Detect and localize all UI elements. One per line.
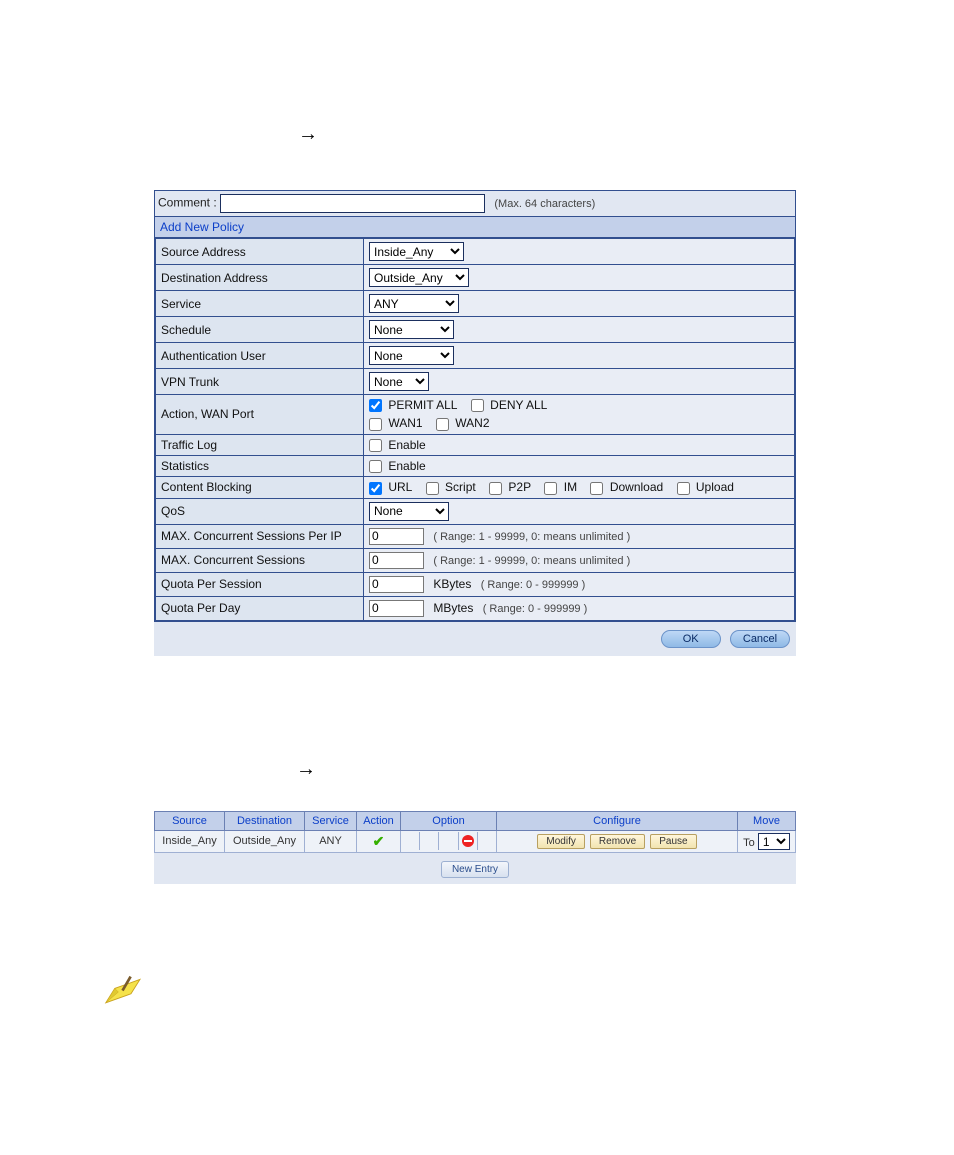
statistics-enable[interactable]: Enable — [369, 459, 426, 473]
cb-upload[interactable]: Upload — [677, 480, 734, 494]
opt-2 — [420, 832, 439, 850]
qos-select[interactable]: None — [369, 502, 449, 521]
wan2-checkbox[interactable]: WAN2 — [436, 416, 490, 430]
opt-4 — [459, 832, 478, 850]
cell-destination: Outside_Any — [225, 830, 305, 852]
comment-label: Comment : — [158, 196, 217, 210]
cb-im[interactable]: IM — [544, 480, 577, 494]
schedule-select[interactable]: None — [369, 320, 454, 339]
cell-option — [401, 830, 497, 852]
new-entry-button[interactable]: New Entry — [441, 861, 509, 878]
col-option: Option — [401, 811, 497, 830]
traffic-log-label: Traffic Log — [156, 434, 364, 455]
cell-source: Inside_Any — [155, 830, 225, 852]
cell-move: To 1 — [738, 830, 796, 852]
quota-session-hint: ( Range: 0 - 999999 ) — [481, 579, 586, 591]
comment-hint: (Max. 64 characters) — [494, 198, 595, 210]
max-sess-label: MAX. Concurrent Sessions — [156, 548, 364, 572]
service-select[interactable]: ANY — [369, 294, 459, 313]
cb-download[interactable]: Download — [590, 480, 663, 494]
auth-user-select[interactable]: None — [369, 346, 454, 365]
max-sess-hint: ( Range: 1 - 99999, 0: means unlimited ) — [433, 555, 630, 567]
traffic-log-enable[interactable]: Enable — [369, 438, 426, 452]
opt-1 — [401, 832, 420, 850]
panel-header: Add New Policy — [155, 216, 795, 238]
permit-icon: ✔ — [373, 833, 385, 849]
schedule-label: Schedule — [156, 317, 364, 343]
statistics-label: Statistics — [156, 455, 364, 476]
source-address-select[interactable]: Inside_Any — [369, 242, 464, 261]
qos-label: QoS — [156, 498, 364, 524]
cb-script[interactable]: Script — [426, 480, 476, 494]
modify-button[interactable]: Modify — [537, 834, 584, 849]
col-action: Action — [357, 811, 401, 830]
destination-address-label: Destination Address — [156, 265, 364, 291]
source-address-label: Source Address — [156, 239, 364, 265]
remove-button[interactable]: Remove — [590, 834, 645, 849]
vpn-trunk-label: VPN Trunk — [156, 369, 364, 395]
arrow-icon: → — [296, 758, 316, 781]
deny-all-checkbox[interactable]: DENY ALL — [471, 398, 548, 412]
comment-input[interactable] — [220, 194, 485, 213]
wan1-checkbox[interactable]: WAN1 — [369, 416, 423, 430]
col-move: Move — [738, 811, 796, 830]
cell-configure: Modify Remove Pause — [497, 830, 738, 852]
cancel-button[interactable]: Cancel — [730, 630, 790, 648]
table-row: Inside_Any Outside_Any ANY ✔ Modify Remo… — [155, 830, 796, 852]
pause-button[interactable]: Pause — [650, 834, 696, 849]
ok-button[interactable]: OK — [661, 630, 721, 648]
service-label: Service — [156, 291, 364, 317]
cb-p2p[interactable]: P2P — [489, 480, 531, 494]
arrow-icon: → — [298, 123, 318, 146]
quota-day-label: Quota Per Day — [156, 596, 364, 620]
permit-all-checkbox[interactable]: PERMIT ALL — [369, 398, 457, 412]
cell-service: ANY — [305, 830, 357, 852]
quota-session-input[interactable] — [369, 576, 424, 593]
opt-3 — [439, 832, 458, 850]
col-configure: Configure — [497, 811, 738, 830]
quota-day-input[interactable] — [369, 600, 424, 617]
cell-action: ✔ — [357, 830, 401, 852]
auth-user-label: Authentication User — [156, 343, 364, 369]
quota-day-hint: ( Range: 0 - 999999 ) — [483, 603, 588, 615]
add-policy-panel: Comment : (Max. 64 characters) Add New P… — [154, 190, 796, 622]
quota-session-label: Quota Per Session — [156, 572, 364, 596]
policy-grid: Source Destination Service Action Option… — [154, 811, 796, 884]
move-prefix: To — [743, 837, 755, 849]
max-sess-input[interactable] — [369, 552, 424, 569]
col-source: Source — [155, 811, 225, 830]
content-blocking-label: Content Blocking — [156, 477, 364, 498]
vpn-trunk-select[interactable]: None — [369, 372, 429, 391]
max-sess-ip-label: MAX. Concurrent Sessions Per IP — [156, 524, 364, 548]
col-destination: Destination — [225, 811, 305, 830]
quota-day-unit: MBytes — [433, 601, 473, 615]
max-sess-ip-input[interactable] — [369, 528, 424, 545]
max-sess-ip-hint: ( Range: 1 - 99999, 0: means unlimited ) — [433, 531, 630, 543]
destination-address-select[interactable]: Outside_Any — [369, 268, 469, 287]
col-service: Service — [305, 811, 357, 830]
cb-url[interactable]: URL — [369, 480, 412, 494]
block-icon — [462, 835, 474, 847]
note-icon — [100, 974, 144, 1010]
opt-5 — [478, 832, 496, 850]
quota-session-unit: KBytes — [433, 577, 471, 591]
move-select[interactable]: 1 — [758, 833, 790, 850]
action-wan-label: Action, WAN Port — [156, 395, 364, 435]
